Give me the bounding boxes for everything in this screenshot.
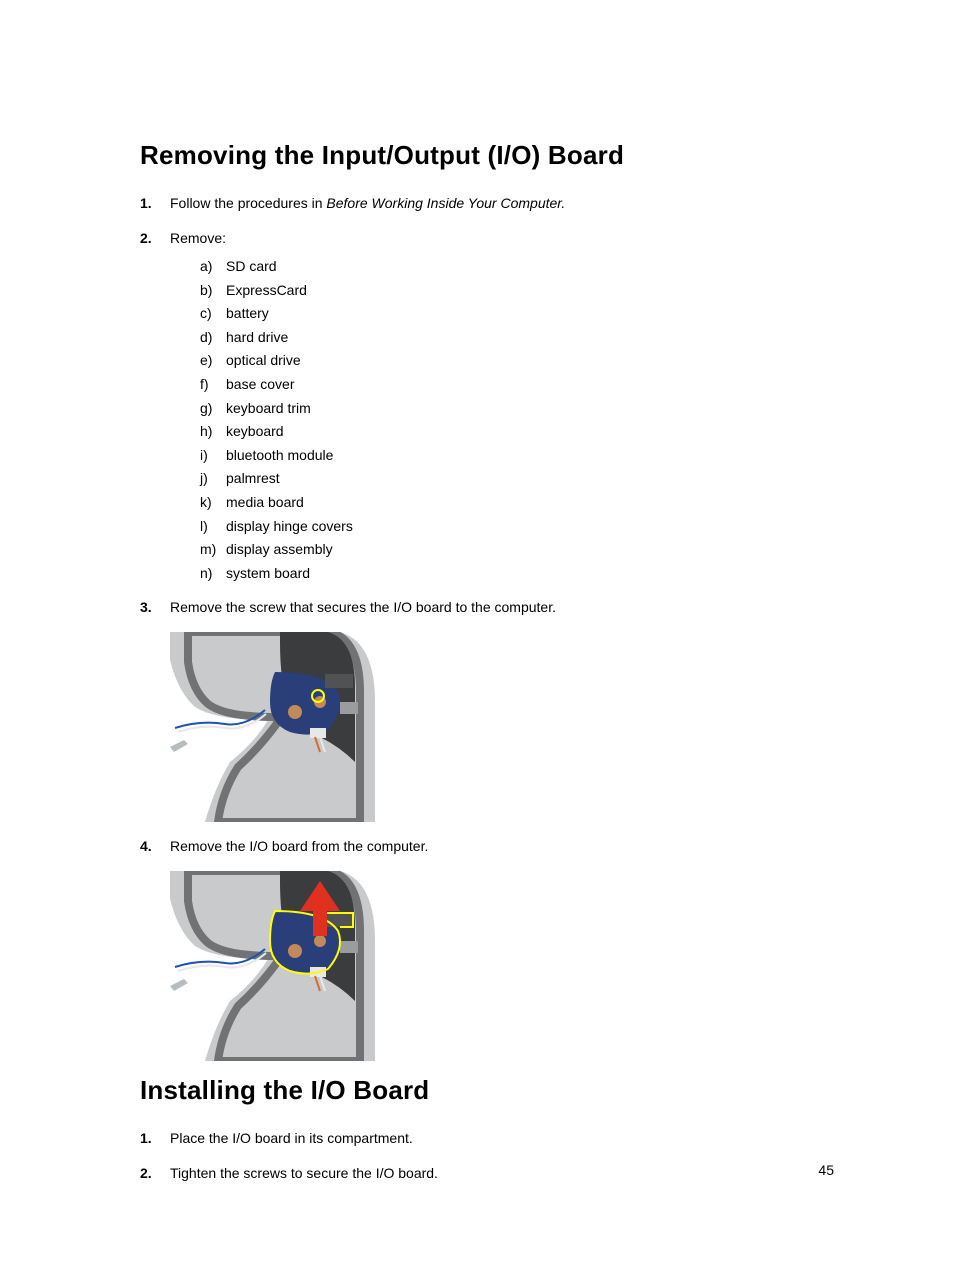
step-1-italic: Before Working Inside Your Computer. <box>326 195 565 211</box>
sublist-item: base cover <box>200 375 834 395</box>
sublist-item: display hinge covers <box>200 517 834 537</box>
step-4: Remove the I/O board from the computer. <box>140 836 834 857</box>
install-step-2: Tighten the screws to secure the I/O boa… <box>140 1163 834 1184</box>
sublist-item: battery <box>200 304 834 324</box>
sublist-item: system board <box>200 564 834 584</box>
sublist-item: SD card <box>200 257 834 277</box>
sublist-item: optical drive <box>200 351 834 371</box>
sublist-item: keyboard trim <box>200 399 834 419</box>
step-3: Remove the screw that secures the I/O bo… <box>140 597 834 618</box>
step-1: Follow the procedures in Before Working … <box>140 193 834 214</box>
figure-step4 <box>170 871 380 1061</box>
installing-steps-list: Place the I/O board in its compartment. … <box>140 1128 834 1184</box>
sublist-item: palmrest <box>200 469 834 489</box>
install-step-1: Place the I/O board in its compartment. <box>140 1128 834 1149</box>
heading-removing: Removing the Input/Output (I/O) Board <box>140 140 834 171</box>
step-2-sublist: SD card ExpressCard battery hard drive o… <box>170 257 834 583</box>
sublist-item: ExpressCard <box>200 281 834 301</box>
sublist-item: display assembly <box>200 540 834 560</box>
sublist-item: hard drive <box>200 328 834 348</box>
step-2-lead: Remove: <box>170 230 226 246</box>
removing-steps-list-cont: Remove the I/O board from the computer. <box>140 836 834 857</box>
removing-steps-list: Follow the procedures in Before Working … <box>140 193 834 618</box>
heading-installing: Installing the I/O Board <box>140 1075 834 1106</box>
step-1-prefix: Follow the procedures in <box>170 195 326 211</box>
figure-step3 <box>170 632 380 822</box>
step-2: Remove: SD card ExpressCard battery hard… <box>140 228 834 583</box>
sublist-item: media board <box>200 493 834 513</box>
page-number: 45 <box>818 1162 834 1178</box>
sublist-item: bluetooth module <box>200 446 834 466</box>
sublist-item: keyboard <box>200 422 834 442</box>
